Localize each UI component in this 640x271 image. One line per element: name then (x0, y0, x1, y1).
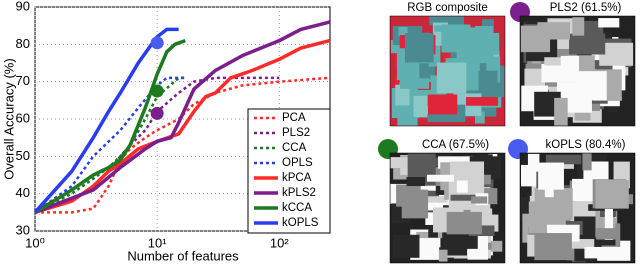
image-block (595, 180, 629, 209)
image-block (560, 55, 580, 80)
image-block (390, 157, 419, 169)
series-line (34, 20, 331, 214)
y-axis-label: Overall Accuracy (%) (1, 58, 16, 179)
image-block (401, 189, 429, 219)
highlight-point (150, 36, 164, 50)
image-block (406, 177, 426, 187)
legend-label: CCA (282, 142, 307, 154)
image-frame (389, 152, 506, 264)
image-block (398, 26, 408, 37)
image-frame (519, 15, 636, 127)
image-block (413, 95, 428, 118)
image-block (456, 180, 468, 193)
image-block (418, 190, 440, 199)
panel-image (389, 152, 506, 264)
image-block (431, 157, 444, 167)
image-block (596, 228, 616, 240)
series-line (33, 27, 179, 214)
x-tick-label: 10² (270, 235, 289, 250)
image-block (525, 63, 538, 74)
legend-label: PCA (282, 112, 306, 124)
image-block (577, 71, 607, 101)
image-block (490, 32, 500, 55)
image-block (438, 249, 448, 262)
y-tick-label: 40 (16, 185, 30, 200)
image-block (598, 18, 620, 28)
panel-title: CCA (67.5%) (422, 139, 489, 151)
y-tick-label: 30 (16, 222, 30, 237)
image-frame (519, 152, 636, 264)
image-block (537, 22, 570, 40)
image-block (582, 153, 592, 171)
image-block (474, 111, 485, 124)
x-tick-label: 10⁰ (25, 235, 45, 250)
x-axis-label: Number of features (127, 248, 239, 263)
image-block (436, 62, 467, 94)
series-line (34, 38, 331, 215)
image-block (450, 194, 483, 201)
image-frame (389, 15, 506, 127)
panel-image (519, 152, 636, 264)
image-block (534, 233, 572, 261)
image-block (544, 57, 575, 66)
series-line (34, 76, 186, 214)
image-block (427, 94, 458, 115)
y-tick-label: 80 (16, 36, 30, 51)
panel-title: kOPLS (80.4%) (546, 139, 626, 151)
legend-label: kOPLS (282, 217, 319, 229)
legend-label: kCCA (282, 202, 312, 214)
panel-title: RGB composite (407, 2, 488, 14)
legend-label: kPCA (282, 172, 312, 184)
legend-box (247, 108, 331, 234)
legend-label: OPLS (282, 157, 313, 169)
y-tick-label: 60 (16, 110, 30, 125)
image-block (466, 97, 498, 106)
y-tick-label: 70 (16, 73, 30, 88)
image-block (545, 154, 582, 165)
image-block (527, 153, 540, 171)
image-block (439, 247, 468, 256)
image-block (434, 25, 443, 32)
y-tick-label: 90 (16, 0, 30, 13)
image-block (572, 178, 600, 202)
image-block (487, 214, 499, 232)
panel-title: PLS2 (61.5%) (550, 2, 622, 14)
series-line (34, 38, 186, 214)
image-block (400, 78, 430, 89)
image-block (441, 40, 468, 53)
image-block (524, 68, 546, 86)
image-block (427, 196, 448, 203)
image-block (554, 97, 568, 126)
image-block (446, 211, 482, 235)
legend-label: PLS2 (282, 127, 310, 139)
legend-label: kPLS2 (282, 187, 316, 199)
y-tick-label: 50 (16, 148, 30, 163)
x-tick-label: 10¹ (148, 235, 167, 250)
image-block (395, 84, 410, 106)
image-block (572, 17, 585, 36)
image-block (608, 106, 618, 113)
image-block (429, 16, 465, 26)
highlight-point (150, 84, 164, 98)
panel-image (389, 15, 506, 127)
image-block (559, 239, 595, 249)
image-block (471, 196, 488, 204)
image-block (581, 25, 604, 46)
image-block (404, 33, 434, 63)
image-block (584, 246, 622, 259)
image-block (604, 208, 613, 240)
panel-image (519, 15, 636, 127)
image-block (426, 174, 454, 182)
highlight-point (150, 106, 164, 120)
image-block (599, 42, 634, 66)
image-block (397, 115, 418, 126)
image-block (392, 234, 420, 258)
image-block (538, 162, 564, 190)
